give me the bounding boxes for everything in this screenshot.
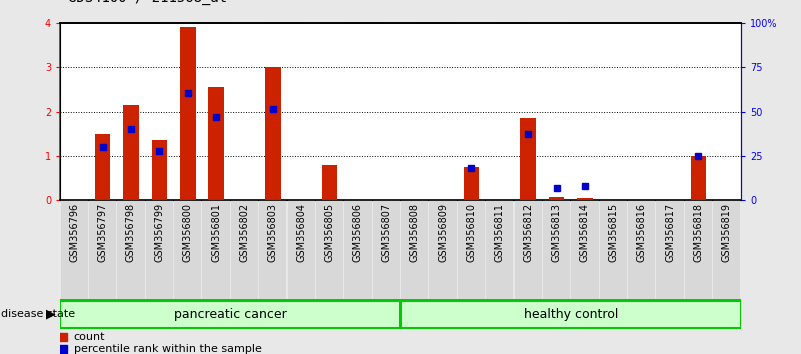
Bar xyxy=(265,67,280,200)
Text: GSM356818: GSM356818 xyxy=(694,203,703,262)
FancyBboxPatch shape xyxy=(486,200,513,299)
Bar xyxy=(464,167,479,200)
FancyBboxPatch shape xyxy=(543,200,570,299)
FancyBboxPatch shape xyxy=(713,200,740,299)
Text: GSM356819: GSM356819 xyxy=(722,203,732,262)
Text: GSM356816: GSM356816 xyxy=(637,203,646,262)
FancyBboxPatch shape xyxy=(316,200,343,299)
FancyBboxPatch shape xyxy=(656,200,683,299)
Bar xyxy=(690,156,706,200)
Bar xyxy=(322,165,337,200)
Text: GSM356815: GSM356815 xyxy=(608,203,618,262)
FancyBboxPatch shape xyxy=(118,200,145,299)
Bar xyxy=(577,198,593,200)
Text: GSM356808: GSM356808 xyxy=(409,203,420,262)
Text: GSM356803: GSM356803 xyxy=(268,203,278,262)
Text: healthy control: healthy control xyxy=(524,308,618,321)
Text: GSM356801: GSM356801 xyxy=(211,203,221,262)
Text: GSM356805: GSM356805 xyxy=(324,203,335,262)
Text: GSM356809: GSM356809 xyxy=(438,203,448,262)
FancyBboxPatch shape xyxy=(231,200,258,299)
Text: GSM356814: GSM356814 xyxy=(580,203,590,262)
Text: GSM356800: GSM356800 xyxy=(183,203,193,262)
FancyBboxPatch shape xyxy=(372,200,400,299)
Text: GSM356798: GSM356798 xyxy=(126,203,136,262)
FancyBboxPatch shape xyxy=(401,200,429,299)
FancyBboxPatch shape xyxy=(146,200,173,299)
Text: count: count xyxy=(74,332,105,342)
Text: GSM356812: GSM356812 xyxy=(523,203,533,262)
Bar xyxy=(151,140,167,200)
FancyBboxPatch shape xyxy=(60,299,741,329)
Text: GSM356802: GSM356802 xyxy=(239,203,249,262)
Bar xyxy=(95,133,111,200)
FancyBboxPatch shape xyxy=(402,302,739,327)
FancyBboxPatch shape xyxy=(429,200,457,299)
Text: GSM356811: GSM356811 xyxy=(495,203,505,262)
FancyBboxPatch shape xyxy=(458,200,485,299)
Text: GSM356796: GSM356796 xyxy=(69,203,79,262)
FancyBboxPatch shape xyxy=(174,200,201,299)
Text: GSM356810: GSM356810 xyxy=(466,203,477,262)
Text: GSM356804: GSM356804 xyxy=(296,203,306,262)
Text: disease state: disease state xyxy=(1,309,75,319)
FancyBboxPatch shape xyxy=(571,200,598,299)
FancyBboxPatch shape xyxy=(203,200,230,299)
FancyBboxPatch shape xyxy=(62,302,399,327)
Text: percentile rank within the sample: percentile rank within the sample xyxy=(74,344,262,354)
FancyBboxPatch shape xyxy=(288,200,315,299)
FancyBboxPatch shape xyxy=(260,200,287,299)
FancyBboxPatch shape xyxy=(628,200,655,299)
FancyBboxPatch shape xyxy=(600,200,627,299)
Text: GSM356817: GSM356817 xyxy=(665,203,675,262)
Text: GSM356797: GSM356797 xyxy=(98,203,107,262)
Text: ▶: ▶ xyxy=(46,308,56,321)
Text: GSM356806: GSM356806 xyxy=(353,203,363,262)
Text: GSM356807: GSM356807 xyxy=(381,203,392,262)
FancyBboxPatch shape xyxy=(685,200,712,299)
Text: pancreatic cancer: pancreatic cancer xyxy=(174,308,287,321)
Text: GSM356813: GSM356813 xyxy=(552,203,562,262)
Bar xyxy=(180,28,195,200)
Bar xyxy=(123,105,139,200)
Bar xyxy=(208,87,224,200)
Text: GSM356799: GSM356799 xyxy=(155,203,164,262)
FancyBboxPatch shape xyxy=(61,200,88,299)
Text: GDS4100 / 211568_at: GDS4100 / 211568_at xyxy=(68,0,227,5)
Bar xyxy=(521,118,536,200)
FancyBboxPatch shape xyxy=(514,200,541,299)
FancyBboxPatch shape xyxy=(89,200,116,299)
Bar xyxy=(549,197,565,200)
FancyBboxPatch shape xyxy=(344,200,372,299)
